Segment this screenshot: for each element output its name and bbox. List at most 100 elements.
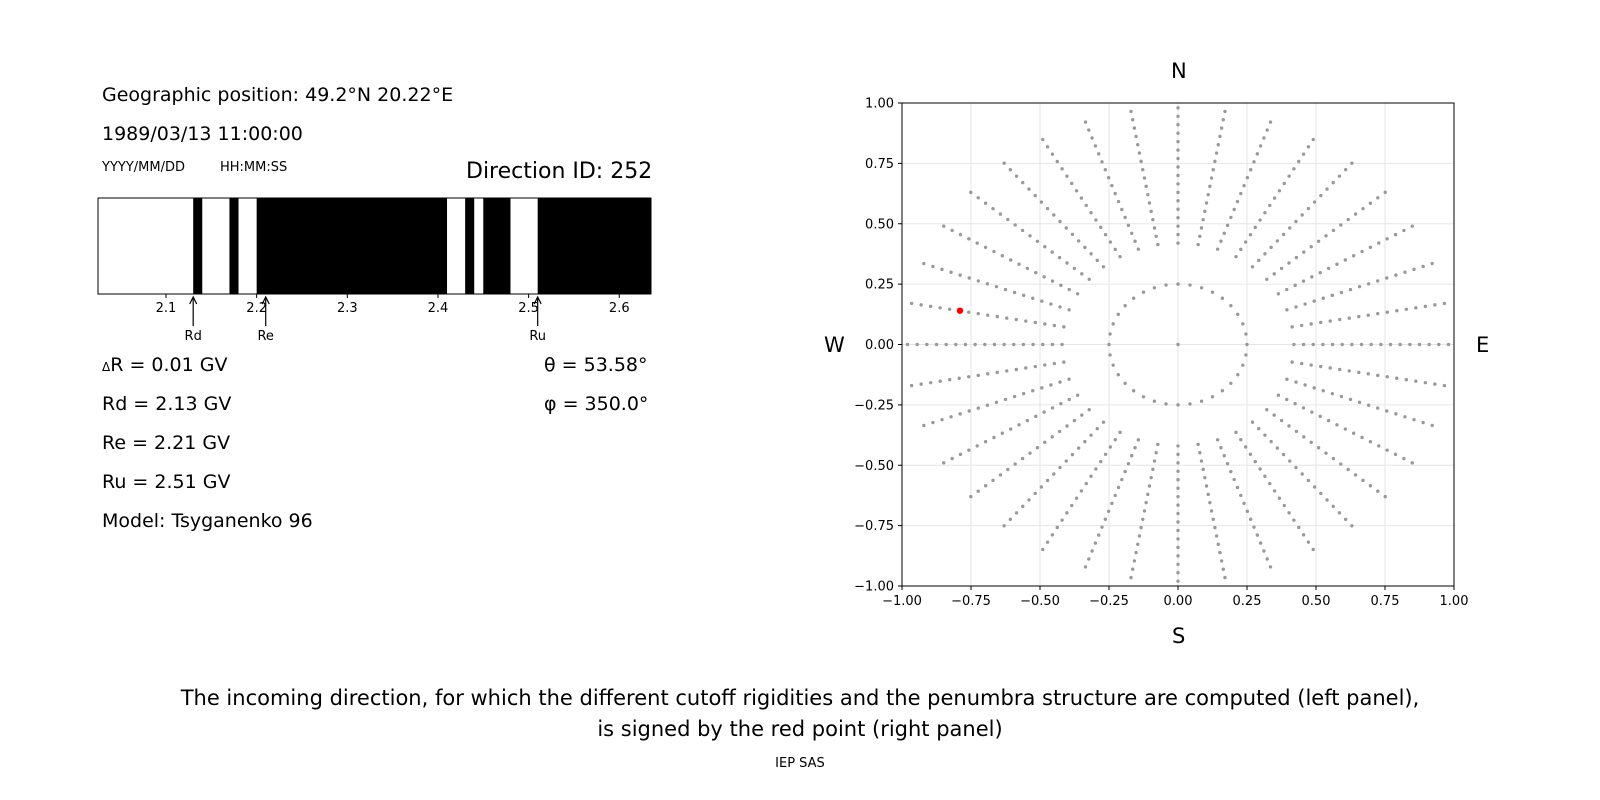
- grid-point: [931, 264, 935, 269]
- grid-point: [1285, 377, 1289, 381]
- grid-point: [1013, 223, 1017, 227]
- grid-point: [1137, 151, 1142, 155]
- grid-point: [1099, 459, 1103, 464]
- grid-point: [1268, 565, 1273, 569]
- grid-point: [1133, 239, 1137, 243]
- grid-point: [1258, 144, 1263, 148]
- grid-point: [1130, 453, 1134, 458]
- grid-point: [1067, 377, 1071, 381]
- grid-point: [1210, 290, 1215, 294]
- grid-point: [1094, 218, 1098, 222]
- grid-point: [1108, 332, 1112, 336]
- grid-point: [963, 342, 968, 347]
- grid-point: [1083, 439, 1087, 444]
- grid-point: [1111, 363, 1115, 367]
- grid-point: [909, 383, 914, 388]
- grid-point: [1309, 440, 1313, 444]
- grid-point: [1080, 272, 1084, 276]
- grid-point: [1294, 255, 1299, 260]
- grid-point: [1279, 266, 1284, 271]
- grid-point: [1020, 228, 1025, 233]
- grid-point: [938, 306, 942, 310]
- grid-point: [958, 452, 963, 457]
- grid-point: [1043, 245, 1047, 249]
- grid-point: [1331, 504, 1335, 509]
- grid-point: [1106, 509, 1111, 513]
- grid-point: [1412, 267, 1416, 272]
- penumbra-band-2: [256, 198, 448, 294]
- grid-point: [1414, 379, 1418, 383]
- grid-point: [994, 400, 999, 405]
- grid-point: [1255, 152, 1259, 156]
- grid-point: [1208, 184, 1212, 189]
- grid-point: [1014, 511, 1019, 515]
- grid-point: [1337, 511, 1342, 515]
- grid-point: [1430, 423, 1434, 428]
- grid-point: [1265, 407, 1269, 412]
- grid-point: [1383, 190, 1387, 195]
- grid-point: [985, 282, 990, 286]
- grid-point: [1335, 262, 1339, 266]
- grid-point: [1211, 167, 1215, 172]
- grid-point: [1002, 342, 1006, 347]
- grid-point: [1330, 391, 1335, 396]
- grid-point: [1146, 192, 1150, 197]
- grid-point: [1129, 575, 1133, 580]
- grid-point: [1149, 475, 1153, 480]
- grid-point: [1272, 196, 1277, 200]
- grid-point: [1292, 518, 1296, 522]
- grid-point: [1064, 226, 1068, 230]
- grid-point: [1089, 433, 1093, 437]
- direction-id: Direction ID: 252: [466, 159, 653, 184]
- compass-south: S: [1172, 624, 1186, 648]
- grid-point: [1196, 442, 1200, 447]
- grid-point: [1208, 500, 1212, 505]
- grid-point: [1089, 474, 1093, 478]
- grid-point: [1321, 296, 1325, 300]
- grid-point: [1343, 427, 1348, 431]
- grid-point: [1074, 496, 1079, 500]
- grid-point: [1239, 437, 1243, 442]
- grid-point: [1294, 380, 1298, 384]
- x-tick-label-4: 0.00: [1164, 594, 1193, 609]
- grid-point: [1100, 525, 1104, 529]
- grid-point: [1176, 469, 1180, 473]
- grid-point: [1075, 393, 1080, 397]
- grid-point: [983, 201, 988, 205]
- grid-point: [1083, 565, 1088, 569]
- grid-point: [1199, 399, 1204, 403]
- grid-point: [1383, 494, 1387, 499]
- grid-point: [934, 342, 939, 347]
- grid-point: [1017, 262, 1021, 266]
- date-format-label: YYYY/MM/DD: [102, 160, 185, 175]
- grid-point: [1403, 270, 1407, 274]
- grid-point: [1279, 418, 1284, 423]
- grid-point: [1239, 191, 1243, 196]
- y-tick-label-2: 0.50: [865, 217, 894, 232]
- penumbra-band-5: [537, 198, 651, 294]
- grid-point: [1058, 465, 1062, 470]
- grid-point: [1353, 212, 1358, 216]
- x-tick-label-0: −1.00: [882, 594, 922, 609]
- grid-point: [1403, 415, 1407, 419]
- grid-point: [1139, 159, 1143, 164]
- grid-point: [1176, 528, 1180, 533]
- grid-point: [1339, 462, 1343, 466]
- grid-point: [1221, 567, 1225, 571]
- grid-point: [986, 313, 990, 317]
- grid-point: [967, 448, 971, 452]
- grid-point: [1245, 342, 1249, 347]
- grid-point: [1351, 431, 1356, 435]
- grid-point: [1146, 492, 1150, 497]
- grid-point: [967, 237, 971, 241]
- grid-point: [1132, 559, 1137, 563]
- grid-point: [1100, 160, 1104, 164]
- grid-point: [1136, 247, 1141, 251]
- grid-point: [1229, 381, 1233, 386]
- grid-point: [1343, 517, 1348, 522]
- grid-point: [1232, 207, 1236, 212]
- grid-point: [992, 342, 997, 347]
- grid-point: [1156, 242, 1160, 247]
- grid-point: [1258, 218, 1262, 222]
- grid-point: [1377, 241, 1381, 245]
